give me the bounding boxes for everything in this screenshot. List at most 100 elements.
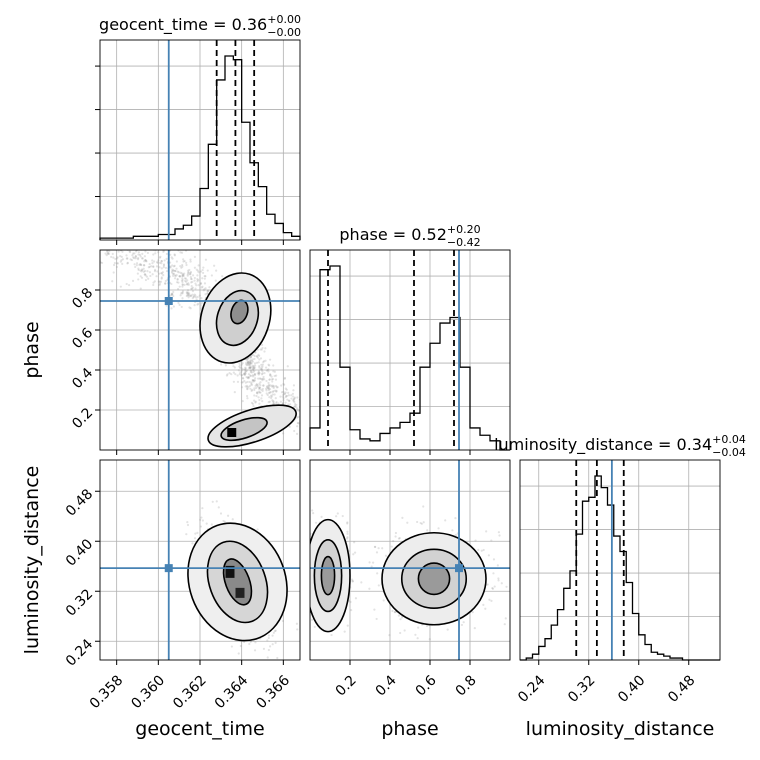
- sample-point: [245, 358, 248, 361]
- sample-point: [129, 258, 132, 261]
- sample-point: [129, 233, 131, 235]
- sample-point: [178, 275, 181, 278]
- sample-point: [141, 269, 144, 272]
- sample-point: [492, 572, 495, 575]
- sample-point: [254, 401, 257, 404]
- sample-point: [144, 278, 148, 282]
- sample-point: [272, 386, 275, 390]
- sample-point: [140, 268, 144, 271]
- sample-point: [531, 550, 533, 552]
- sample-point: [416, 637, 419, 640]
- sample-point: [132, 256, 135, 259]
- sample-point: [266, 639, 269, 642]
- sample-point: [249, 366, 252, 369]
- sample-point: [239, 364, 242, 367]
- sample-point: [141, 257, 144, 260]
- sample-point: [246, 380, 249, 384]
- sample-point: [243, 372, 247, 375]
- sample-point: [305, 573, 307, 575]
- sample-point: [267, 648, 270, 652]
- sample-point: [302, 411, 304, 413]
- sample-point: [261, 363, 264, 366]
- sample-point: [264, 366, 268, 369]
- sample-point: [249, 362, 252, 365]
- sample-point: [254, 377, 257, 380]
- x-tick-label: 0.362: [170, 672, 210, 712]
- sample-point: [233, 366, 236, 369]
- sample-point: [186, 274, 189, 277]
- sample-point: [169, 253, 172, 256]
- sample-point: [267, 368, 270, 371]
- sample-point: [183, 283, 186, 286]
- sample-point: [301, 429, 303, 431]
- sample-point: [272, 402, 275, 405]
- sample-point: [128, 246, 130, 248]
- sample-point: [503, 623, 506, 626]
- sample-point: [253, 373, 257, 376]
- sample-point: [264, 387, 268, 390]
- sample-point: [199, 270, 203, 273]
- sample-point: [268, 391, 272, 394]
- sample-point: [140, 263, 143, 267]
- sample-point: [144, 274, 147, 277]
- sample-point: [394, 535, 397, 538]
- sample-point: [248, 362, 251, 366]
- sample-point: [262, 384, 265, 387]
- sample-point: [127, 245, 129, 247]
- sample-point: [127, 283, 131, 287]
- sample-point: [292, 399, 295, 403]
- sample-point: [182, 258, 185, 261]
- sample-point: [179, 294, 182, 297]
- sample-point: [179, 275, 182, 278]
- sample-point: [266, 387, 270, 390]
- sample-point: [301, 439, 303, 441]
- sample-point: [248, 364, 251, 367]
- sample-point: [306, 414, 308, 416]
- sample-point: [305, 578, 307, 580]
- sample-point: [293, 405, 297, 408]
- sample-point: [271, 393, 274, 396]
- sample-point: [251, 374, 255, 377]
- sample-point: [147, 266, 150, 269]
- sample-point: [199, 302, 203, 305]
- sample-point: [296, 416, 299, 419]
- sample-point: [262, 375, 265, 379]
- sample-point: [257, 373, 260, 376]
- sample-point: [251, 402, 255, 405]
- sample-point: [274, 378, 278, 381]
- sample-point: [225, 374, 229, 377]
- sample-point: [137, 278, 140, 281]
- sample-point: [260, 388, 263, 391]
- sample-point: [426, 529, 429, 532]
- sample-point: [304, 432, 306, 434]
- sample-point: [417, 626, 420, 629]
- sample-point: [148, 271, 152, 274]
- sample-point: [301, 400, 303, 402]
- sample-point: [246, 386, 249, 389]
- sample-point: [186, 523, 190, 527]
- sample-point: [224, 364, 228, 367]
- sample-point: [292, 398, 295, 401]
- sample-point: [488, 598, 491, 601]
- sample-point: [307, 557, 309, 559]
- sample-point: [171, 292, 174, 296]
- sample-point: [104, 252, 107, 255]
- sample-point: [158, 282, 162, 285]
- sample-point: [156, 260, 159, 264]
- sample-point: [248, 366, 251, 369]
- sample-point: [253, 399, 256, 402]
- sample-point: [211, 500, 214, 503]
- sample-point: [263, 371, 266, 375]
- sample-point: [232, 371, 235, 374]
- axes-frame: [519, 459, 721, 661]
- sample-point: [382, 599, 385, 602]
- sample-point: [187, 296, 190, 299]
- sample-point: [121, 250, 124, 253]
- sample-point: [186, 294, 189, 297]
- sample-point: [497, 531, 500, 534]
- sample-point: [182, 274, 185, 277]
- sample-point: [157, 251, 160, 254]
- sample-point: [115, 246, 117, 248]
- sample-point: [191, 293, 194, 296]
- sample-point: [482, 548, 485, 552]
